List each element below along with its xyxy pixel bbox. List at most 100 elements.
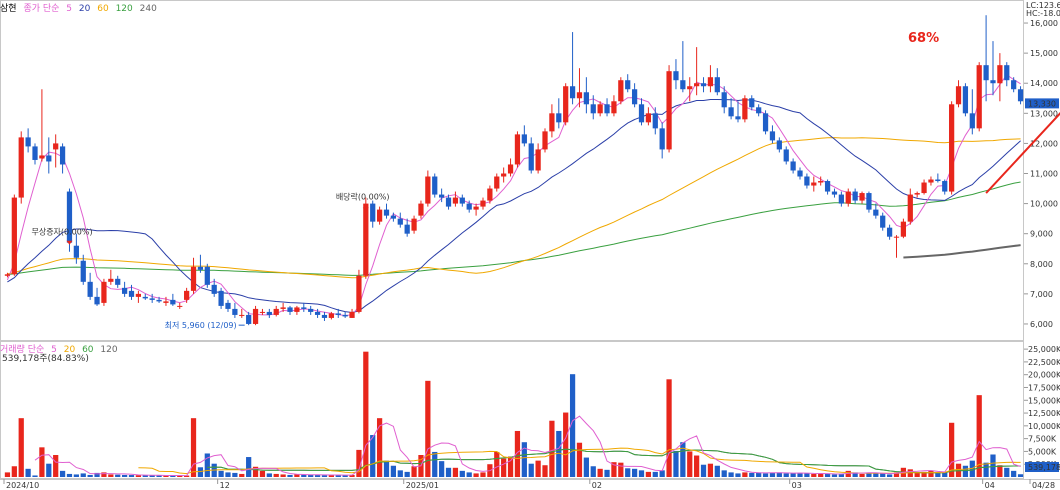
- candle-body: [11, 197, 17, 275]
- price-tick-label: 12,000: [1030, 139, 1058, 148]
- candle-body: [473, 206, 479, 210]
- candle-body: [25, 137, 31, 147]
- volume-legend-label: 거래량 단순: [0, 345, 45, 355]
- candle-body: [824, 181, 831, 192]
- candle-body: [397, 218, 403, 225]
- candle-body: [156, 299, 162, 302]
- candle-body: [87, 281, 93, 297]
- bonus-issue-marker: [66, 240, 73, 245]
- volume-bar: [859, 473, 865, 477]
- lc-label: LC:123.6: [1026, 1, 1060, 10]
- volume-bar: [569, 374, 576, 477]
- volume-bar: [749, 472, 755, 477]
- volume-tick-label: 7,500K: [1028, 435, 1057, 444]
- volume-bar: [156, 475, 162, 477]
- price-tick-label: 6,000: [1030, 320, 1053, 329]
- candle-body: [749, 98, 755, 108]
- last-price-box: [1025, 98, 1059, 109]
- volume-tick-label: 22,500K: [1028, 358, 1060, 367]
- volume-bar: [432, 451, 438, 477]
- stock-name: 삼현: [0, 4, 17, 14]
- candle-body: [769, 131, 776, 141]
- candle-body: [811, 182, 817, 186]
- candle-body: [73, 245, 79, 258]
- candle-body: [673, 71, 679, 81]
- candle-body: [273, 308, 279, 315]
- volume-tick-label: 20,000K: [1028, 371, 1060, 380]
- candle-body: [949, 104, 955, 192]
- candle-body: [521, 134, 527, 144]
- vol-ma20-period: 20: [63, 345, 76, 355]
- candle-body: [776, 140, 782, 150]
- volume-bar: [494, 451, 500, 477]
- candle-body: [1004, 65, 1010, 81]
- candle-body: [80, 260, 86, 282]
- candle-body: [563, 86, 569, 123]
- vol-ma120-period: 120: [100, 345, 118, 355]
- volume-bar: [314, 475, 321, 477]
- candle-body: [659, 128, 665, 150]
- candle-body: [501, 173, 507, 177]
- candle-body: [921, 182, 927, 194]
- candle-body: [252, 308, 259, 324]
- candle-body: [797, 170, 803, 177]
- volume-bar: [328, 474, 334, 477]
- price-panel-frame: [0, 0, 1024, 341]
- last-price-label: 13,330: [1028, 99, 1056, 108]
- volume-bar: [425, 380, 431, 477]
- candle-body: [418, 203, 424, 216]
- volume-bar: [25, 468, 31, 477]
- candle-body: [604, 104, 610, 114]
- candle-body: [342, 314, 348, 317]
- date-tick-label: 02: [592, 481, 602, 490]
- volume-bar: [914, 472, 920, 477]
- candle-body: [121, 287, 128, 294]
- volume-bar: [638, 470, 645, 477]
- volume-bar: [1004, 467, 1010, 477]
- volume-bar: [721, 470, 727, 477]
- candle-body: [59, 146, 66, 165]
- candle-body: [494, 176, 500, 189]
- candle-body: [356, 275, 362, 312]
- volume-bar: [225, 472, 231, 477]
- volume-bar: [473, 473, 479, 477]
- price-tick-label: 15,000: [1030, 49, 1058, 58]
- date-tick-label: 2025/01: [406, 481, 439, 490]
- candle-body: [549, 113, 555, 132]
- candle-body: [94, 296, 100, 305]
- candle-body: [790, 161, 796, 171]
- candle-body: [211, 284, 217, 294]
- candle-body: [404, 224, 410, 234]
- volume-bar: [280, 474, 286, 477]
- candle-body: [976, 65, 982, 129]
- candle-body: [128, 290, 135, 297]
- candle-body: [259, 311, 266, 313]
- volume-tick-label: 25,000K: [1028, 345, 1060, 354]
- volume-bar: [18, 418, 24, 477]
- candle-body: [184, 290, 190, 300]
- candle-body: [1017, 89, 1024, 102]
- candle-body: [535, 149, 541, 171]
- bonus-issue-annotation: 무상증자(0.00%): [31, 227, 92, 237]
- volume-bar: [39, 447, 45, 477]
- candle-body: [859, 193, 865, 201]
- price-tick-label: 16,000: [1030, 19, 1058, 28]
- volume-bar: [804, 473, 810, 477]
- volume-ma60-line: [207, 448, 1021, 474]
- volume-bar: [480, 472, 486, 477]
- candle-body: [46, 155, 52, 162]
- volume-bar: [53, 455, 59, 477]
- candle-body: [390, 215, 397, 219]
- volume-bar: [87, 474, 93, 477]
- volume-bar: [370, 435, 376, 477]
- volume-bar: [604, 469, 610, 477]
- volume-bar: [80, 473, 86, 477]
- price-tick-label: 10,000: [1030, 200, 1058, 209]
- volume-bar: [769, 472, 776, 477]
- vol-ma5-period: 5: [51, 345, 57, 355]
- volume-bar: [811, 473, 817, 477]
- candle-body: [239, 314, 245, 316]
- volume-bar: [521, 442, 527, 477]
- candle-body: [687, 86, 693, 90]
